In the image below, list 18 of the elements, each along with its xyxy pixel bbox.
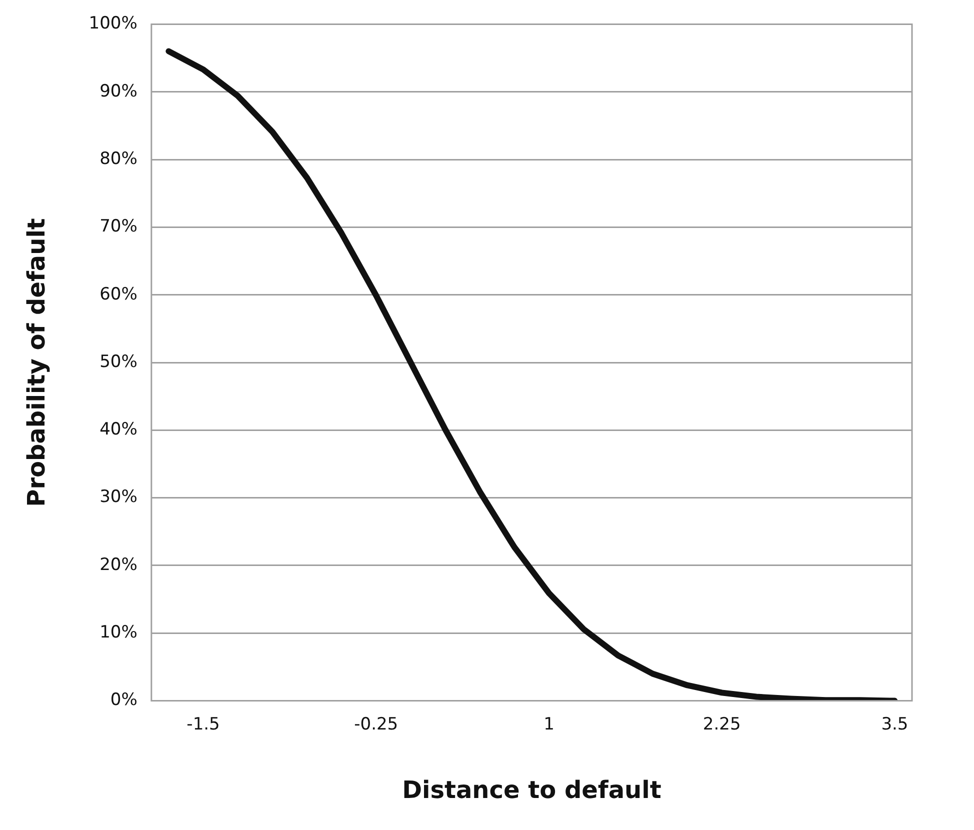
y-tick-label: 70%: [100, 216, 138, 237]
y-axis-title: Probability of default: [22, 218, 51, 507]
y-tick-label: 20%: [100, 554, 138, 575]
y-tick-label: 60%: [100, 284, 138, 304]
x-tick-label: 3.5: [881, 714, 908, 734]
y-tick-label: 50%: [100, 352, 138, 372]
y-tick-label: 40%: [100, 420, 138, 440]
x-tick-label: 1: [544, 714, 554, 734]
x-tick-label: -1.5: [186, 714, 220, 734]
x-axis-title: Distance to default: [402, 776, 662, 804]
y-tick-label: 80%: [100, 148, 138, 169]
y-tick-label: 30%: [100, 487, 138, 508]
y-tick-label: 90%: [100, 81, 138, 102]
x-tick-label: 2.25: [702, 714, 741, 734]
y-tick-label: 0%: [110, 690, 138, 710]
x-tick-label: -0.25: [354, 714, 398, 734]
y-tick-label: 100%: [88, 14, 138, 34]
y-tick-label: 10%: [100, 622, 138, 643]
